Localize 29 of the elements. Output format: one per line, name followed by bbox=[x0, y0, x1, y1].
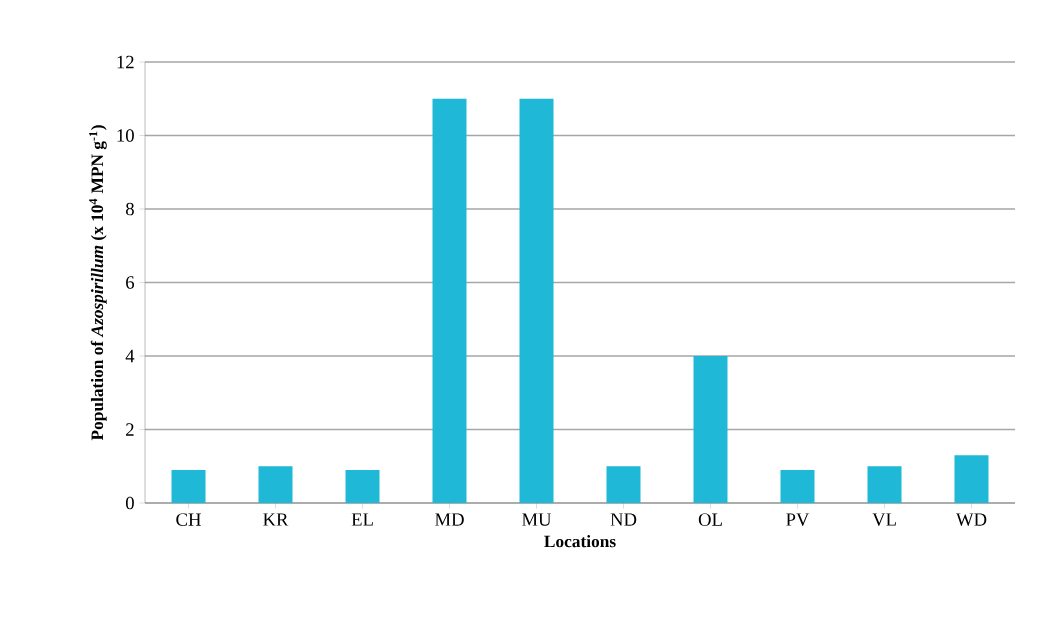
y-tick-label: 8 bbox=[125, 202, 134, 216]
bar bbox=[780, 469, 815, 503]
x-tick-label: PV bbox=[786, 513, 810, 526]
x-tick-label: WD bbox=[955, 513, 987, 526]
x-tick-label: MU bbox=[522, 513, 552, 526]
y-tick-label: 6 bbox=[126, 276, 135, 289]
y-axis-title: Population of Azospirillum (x 10$^{4}$ MPN g$^{-1}$) bbox=[89, 125, 107, 441]
bar bbox=[345, 469, 380, 503]
bar bbox=[606, 466, 641, 503]
x-tick-label: VL bbox=[872, 513, 896, 526]
x-tick-label: EL bbox=[351, 513, 373, 526]
y-tick-label: 0 bbox=[125, 496, 134, 510]
x-tick-label: OL bbox=[698, 513, 722, 526]
bar bbox=[519, 98, 554, 503]
bar bbox=[693, 355, 728, 503]
y-tick-label: 2 bbox=[126, 423, 134, 436]
x-tick-label: CH bbox=[176, 513, 201, 526]
x-tick-label: ND bbox=[610, 513, 637, 526]
bar bbox=[954, 455, 989, 503]
bar bbox=[867, 466, 902, 503]
x-axis-title: Locations bbox=[544, 535, 616, 548]
bar bbox=[258, 466, 293, 503]
x-tick-label: MD bbox=[435, 513, 464, 526]
y-tick-label: 4 bbox=[125, 349, 135, 363]
bar bbox=[171, 469, 206, 503]
y-tick-label: 12 bbox=[117, 55, 134, 69]
y-tick-label: 10 bbox=[117, 129, 134, 142]
x-tick-label: KR bbox=[263, 513, 289, 526]
bar bbox=[432, 98, 467, 503]
